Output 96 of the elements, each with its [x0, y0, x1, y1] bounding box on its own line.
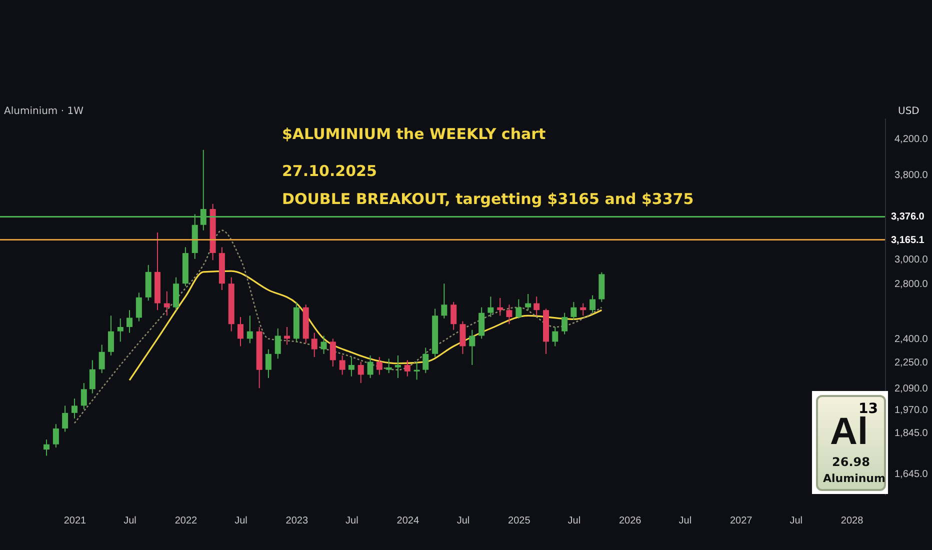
candlestick [117, 318, 124, 342]
candlestick [534, 296, 540, 316]
x-tick-label: 2021 [64, 516, 87, 526]
candlestick [173, 276, 180, 311]
candlestick [506, 304, 512, 325]
candlestick [414, 361, 420, 380]
candlestick [339, 354, 346, 376]
candlestick [237, 316, 244, 347]
line-series [74, 230, 602, 424]
candlestick [386, 358, 392, 374]
candlestick [80, 382, 87, 410]
text: USD [898, 106, 920, 117]
x-tick-label: Jul [124, 516, 136, 526]
candlestick [394, 354, 401, 379]
annotation: DOUBLE BREAKOUT, targetting $3165 and $3375 [282, 190, 694, 208]
y-tick-label: 1,645.0 [894, 469, 928, 480]
text: Aluminium · 1W [4, 106, 84, 117]
x-tick-label: Jul [456, 516, 470, 526]
text: $ALUMINIUM the WEEKLY chart [282, 125, 546, 143]
candlestick [320, 335, 327, 354]
candlestick [358, 361, 364, 384]
candlestick [284, 326, 290, 346]
y-tick-label: 3,800.0 [894, 170, 928, 181]
y-tick-label: 2,800.0 [894, 279, 928, 290]
x-tick-label: 2027 [730, 516, 753, 526]
candlestick [525, 293, 532, 311]
candlestick [441, 283, 448, 319]
x-tick-label: 2028 [840, 516, 864, 526]
candlestick [590, 294, 596, 314]
annotation: Aluminum [823, 472, 886, 485]
candlestick [543, 308, 550, 354]
candlestick [570, 301, 577, 320]
candlestick [98, 344, 105, 374]
candlestick [562, 312, 568, 335]
candlestick [126, 310, 133, 334]
y-tick-label: 2,400.0 [894, 334, 928, 346]
x-tick-label: Jul [234, 516, 248, 526]
candlestick [44, 439, 50, 456]
candlestick [598, 272, 605, 302]
annotation: 26.98 [832, 455, 870, 469]
candlestick [265, 348, 272, 379]
candlestick [52, 424, 59, 448]
ref-line-label: 3,165.1 [891, 234, 925, 246]
text: 27.10.2025 [282, 162, 377, 180]
candlestick [89, 360, 96, 394]
y-tick-label: 3,000.0 [894, 254, 928, 266]
candlestick [580, 302, 586, 316]
candlestick [516, 298, 522, 319]
candlestick [460, 320, 466, 354]
candlestick [311, 332, 318, 358]
y-tick-label: 1,845.0 [894, 428, 928, 440]
candlestick [164, 290, 170, 316]
candlestick [432, 308, 438, 358]
candlestick [136, 292, 142, 322]
candlestick [108, 315, 114, 356]
candlestick [469, 329, 476, 366]
x-tick-label: Jul [678, 516, 692, 526]
candlestick [154, 232, 160, 311]
x-tick-label: 2022 [174, 516, 198, 526]
candlestick [218, 246, 225, 291]
y-tick-label: 2,250.0 [894, 357, 928, 368]
candlestick [497, 297, 504, 316]
candlestick [422, 347, 429, 374]
candlestick [182, 246, 188, 287]
candlestick [404, 360, 410, 377]
candlestick [246, 315, 253, 344]
candlestick [71, 398, 78, 419]
x-tick-label: 2024 [396, 516, 420, 526]
candlestick [552, 326, 558, 347]
candlestick [330, 338, 336, 368]
candlestick [478, 306, 485, 340]
candlestick [488, 296, 494, 318]
line-series [128, 270, 602, 381]
annotation: 13 [858, 401, 878, 417]
x-tick-label: 2026 [619, 516, 642, 526]
candlestick [256, 326, 262, 389]
candlestick [145, 264, 152, 302]
x-tick-label: 2025 [508, 516, 531, 526]
x-tick-label: Jul [346, 516, 358, 526]
x-tick-label: 2023 [286, 516, 308, 526]
candlestick [210, 203, 216, 261]
y-tick-label: 4,200.0 [894, 134, 928, 146]
ref-line-label: 3,376.0 [891, 212, 925, 223]
candlestick [228, 276, 234, 332]
y-tick-label: 2,090.0 [894, 384, 928, 395]
x-tick-label: Jul [568, 516, 581, 526]
y-tick-label: 1,970.0 [894, 404, 928, 416]
candlestick [450, 301, 457, 330]
candlestick [293, 301, 300, 342]
candlestick [367, 354, 374, 379]
candlestick [62, 405, 68, 432]
candlestick [274, 328, 281, 360]
x-tick-label: Jul [790, 516, 803, 526]
candlestick [376, 356, 382, 376]
candlestick [348, 356, 354, 377]
candlestick [302, 304, 309, 344]
